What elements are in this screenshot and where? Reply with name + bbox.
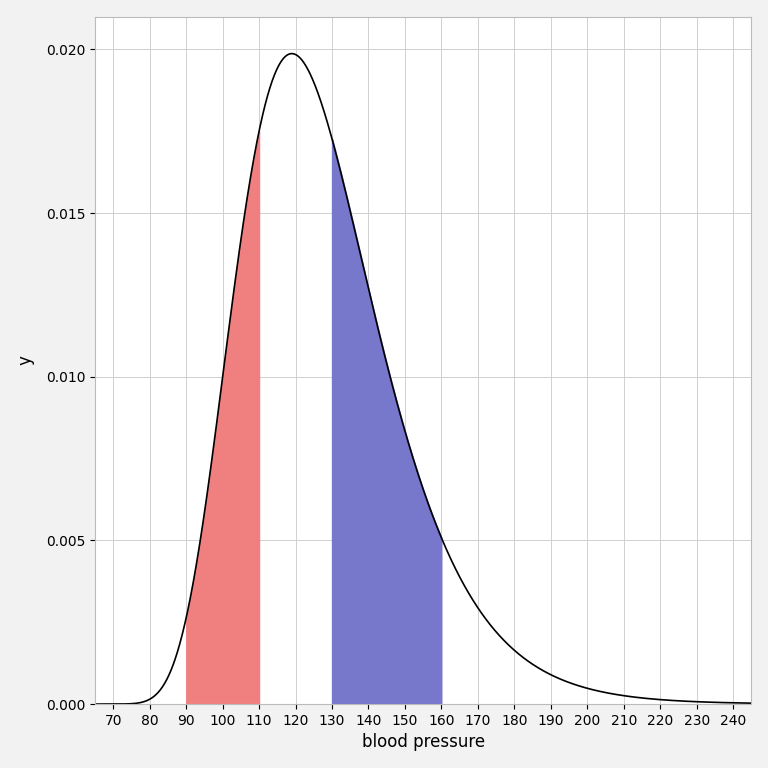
Y-axis label: y: y — [17, 356, 35, 366]
X-axis label: blood pressure: blood pressure — [362, 733, 485, 751]
